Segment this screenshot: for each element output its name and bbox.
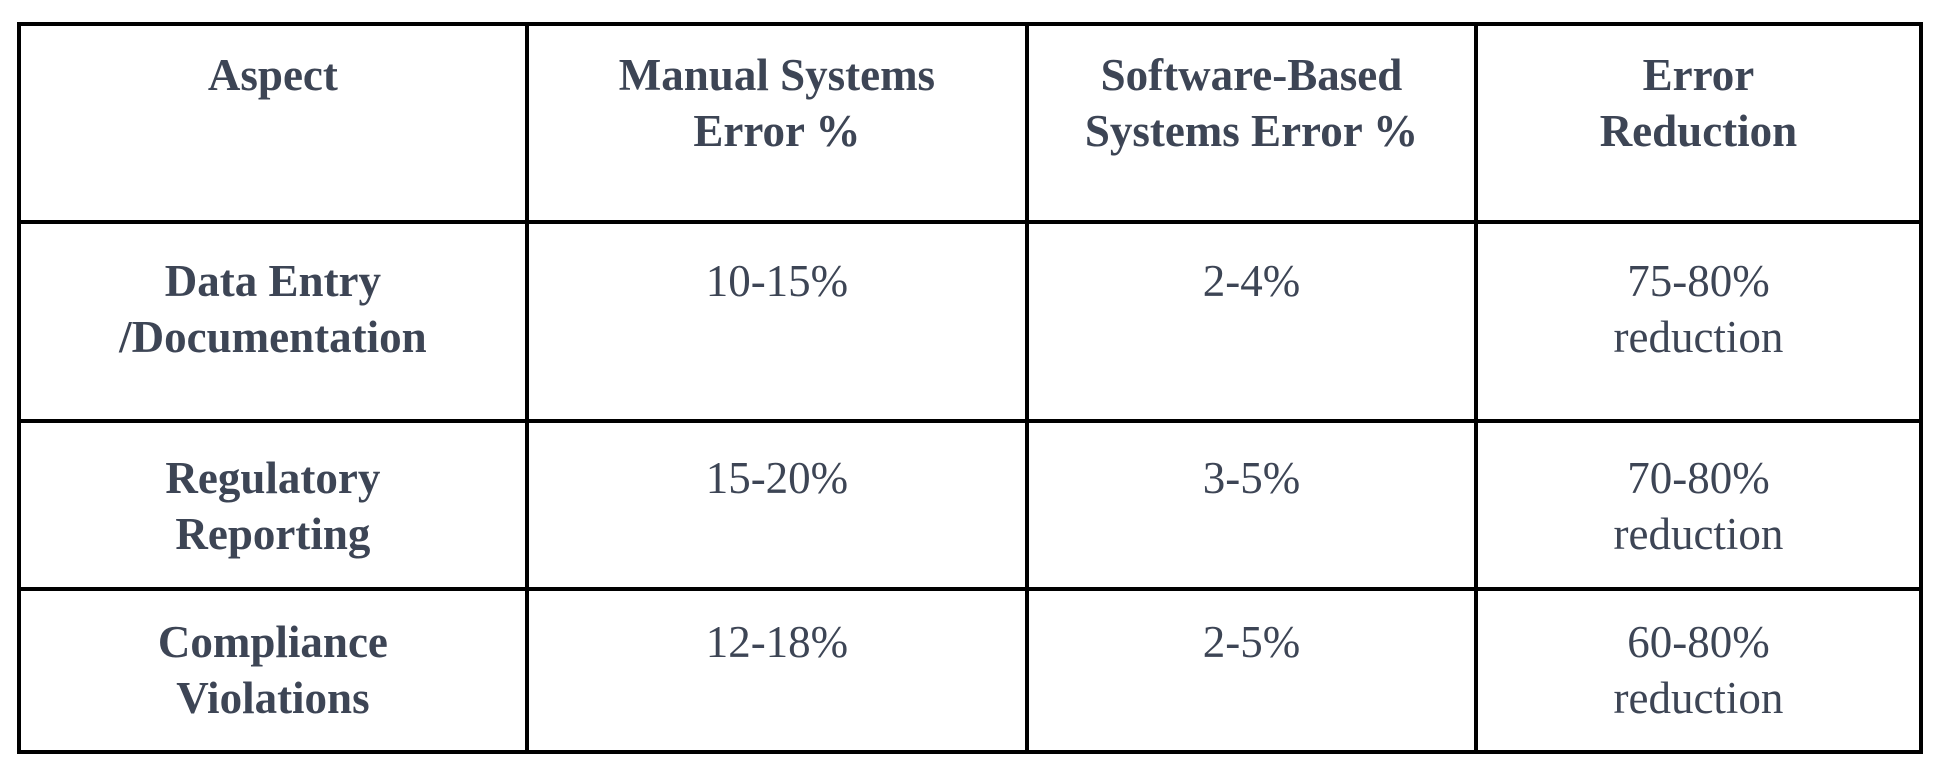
header-cell-error-reduction: Error Reduction bbox=[1473, 22, 1924, 224]
cell-aspect: Regulatory Reporting bbox=[17, 419, 529, 591]
cell-manual-error: 12-18% bbox=[524, 587, 1030, 754]
cell-software-error: 2-4% bbox=[1025, 220, 1478, 423]
header-cell-aspect: Aspect bbox=[17, 22, 529, 224]
error-comparison-table: Aspect Manual Systems Error % Software-B… bbox=[17, 22, 1924, 754]
cell-manual-error: 15-20% bbox=[524, 419, 1030, 591]
cell-aspect: Data Entry /Documentation bbox=[17, 220, 529, 423]
header-cell-software-error: Software-Based Systems Error % bbox=[1025, 22, 1478, 224]
table-row: Data Entry /Documentation 10-15% 2-4% 75… bbox=[17, 220, 1924, 423]
header-cell-manual-error: Manual Systems Error % bbox=[524, 22, 1030, 224]
cell-error-reduction: 75-80% reduction bbox=[1473, 220, 1924, 423]
table-row: Regulatory Reporting 15-20% 3-5% 70-80% … bbox=[17, 419, 1924, 591]
cell-software-error: 2-5% bbox=[1025, 587, 1478, 754]
cell-manual-error: 10-15% bbox=[524, 220, 1030, 423]
table-row: Compliance Violations 12-18% 2-5% 60-80%… bbox=[17, 587, 1924, 754]
table-header-row: Aspect Manual Systems Error % Software-B… bbox=[17, 22, 1924, 224]
cell-error-reduction: 70-80% reduction bbox=[1473, 419, 1924, 591]
cell-software-error: 3-5% bbox=[1025, 419, 1478, 591]
cell-aspect: Compliance Violations bbox=[17, 587, 529, 754]
cell-error-reduction: 60-80% reduction bbox=[1473, 587, 1924, 754]
